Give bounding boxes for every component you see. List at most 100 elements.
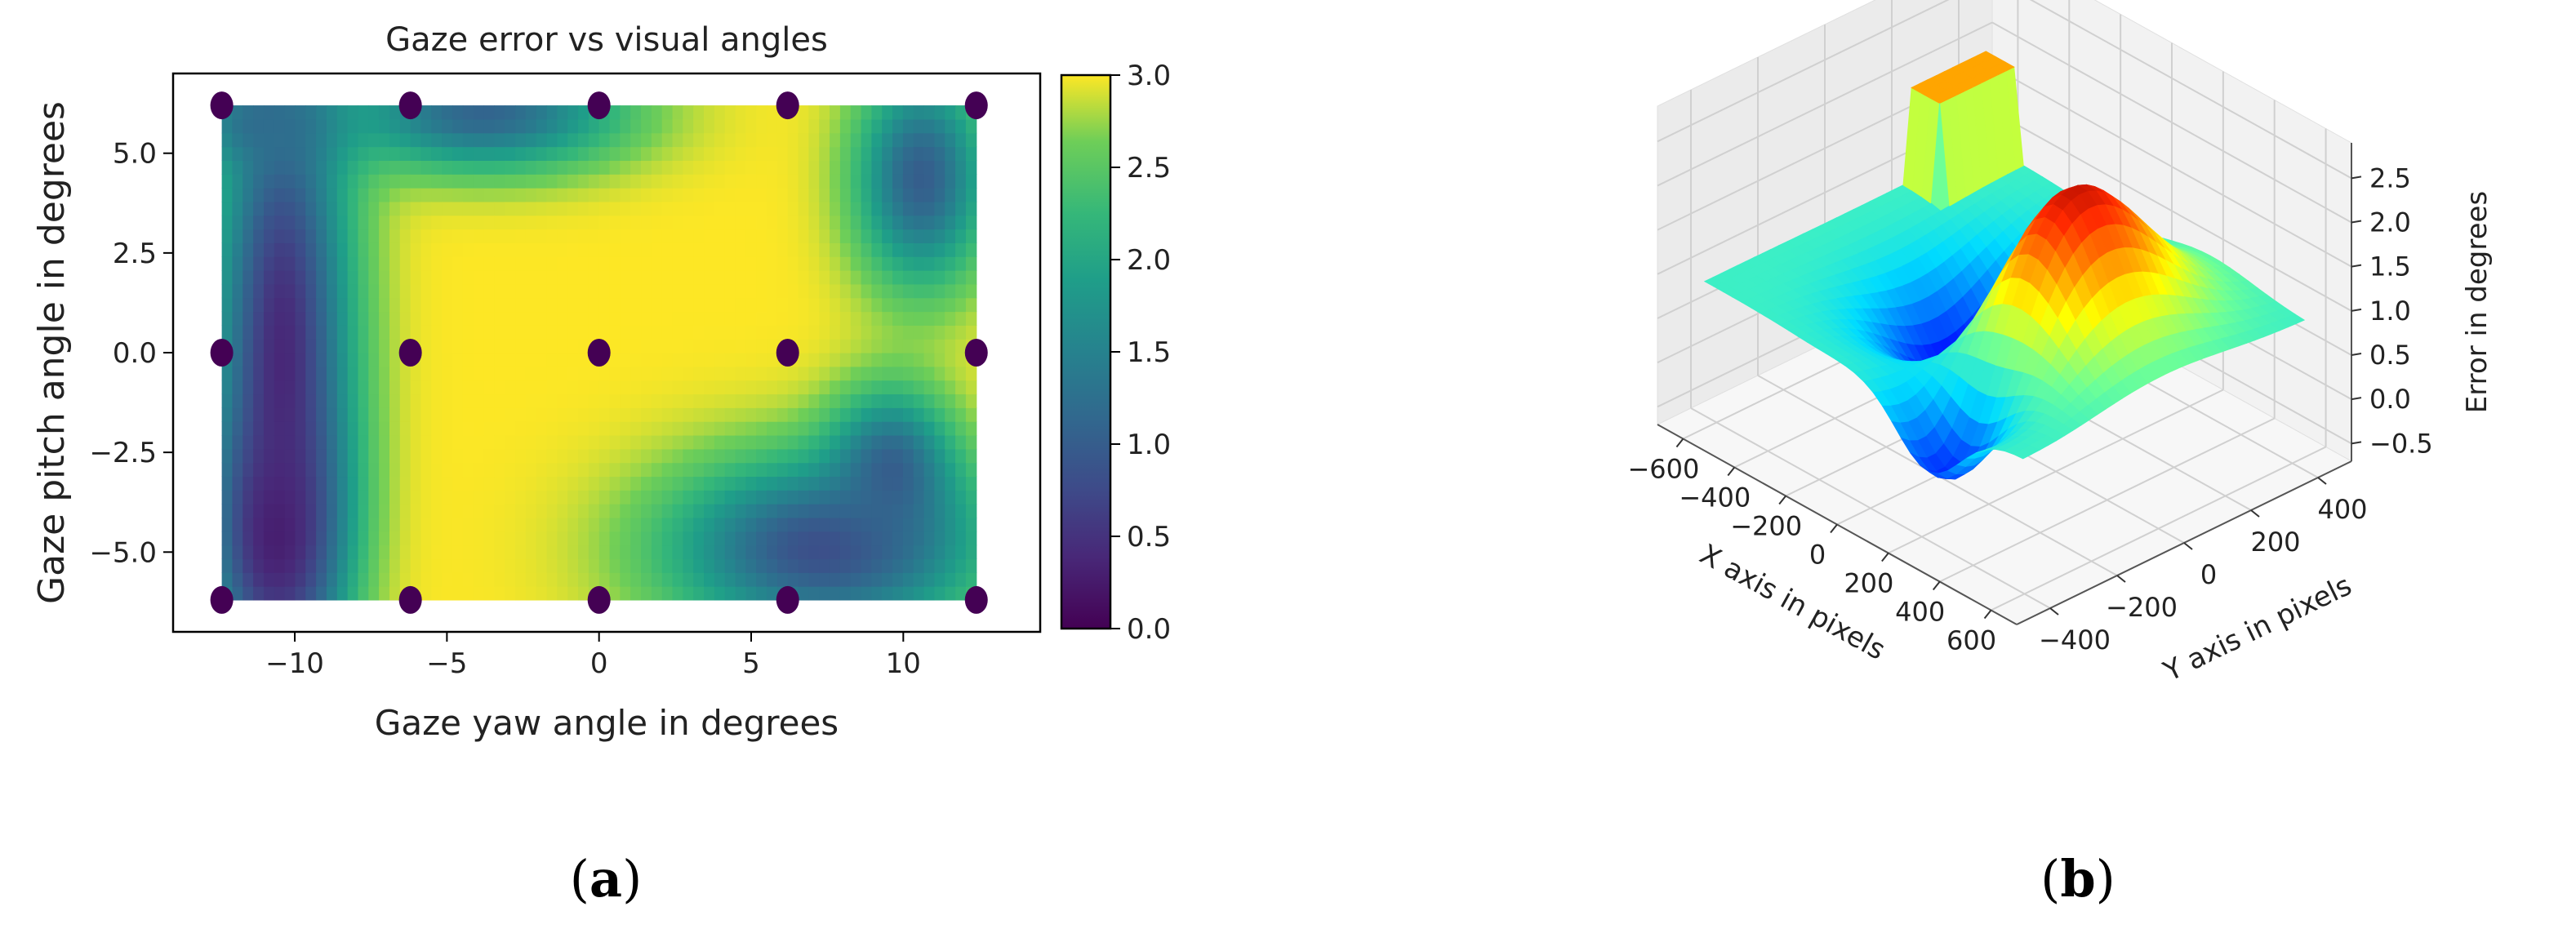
heatmap-cell [882, 462, 893, 478]
heatmap-cell [641, 517, 652, 532]
heatmap-cell [641, 448, 652, 464]
heatmap-cell [379, 558, 390, 573]
heatmap-cell [630, 229, 642, 243]
heatmap-cell [923, 586, 936, 601]
heatmap-cell [892, 174, 904, 189]
heatmap-cell [830, 174, 841, 189]
heatmap-cell [567, 476, 579, 491]
heatmap-cell [462, 421, 474, 436]
heatmap-cell [683, 283, 694, 299]
heatmap-cell [735, 105, 746, 120]
heatmap-cell [253, 531, 265, 546]
heatmap-cell [871, 215, 883, 230]
data-point [398, 585, 422, 614]
heatmap-cell [399, 174, 412, 189]
heatmap-cell [724, 132, 736, 148]
heatmap-cell [819, 118, 830, 134]
heatmap-cell [683, 545, 694, 560]
heatmap-cell [473, 311, 485, 326]
heatmap-cell [420, 215, 432, 230]
heatmap-cell [452, 448, 464, 464]
heatmap-cell [557, 353, 568, 367]
heatmap-cell [389, 256, 401, 271]
heatmap-cell [410, 283, 422, 299]
heatmap-cell [808, 366, 820, 381]
heatmap-cell [913, 311, 925, 326]
grid-line [2029, 0, 2352, 180]
heatmap-cell [850, 434, 862, 450]
heatmap-cell [578, 146, 589, 161]
heatmap-cell [305, 311, 317, 326]
heatmap-cell [714, 572, 726, 587]
heatmap-cell [305, 476, 317, 491]
heatmap-cell [295, 407, 306, 422]
heatmap-cell [714, 517, 726, 532]
heatmap-cell [693, 188, 705, 202]
heatmap-cell [672, 490, 683, 505]
heatmap-cell [620, 448, 631, 464]
heatmap-cell [420, 531, 432, 546]
heatmap-cell [546, 517, 558, 532]
heatmap-cell [431, 476, 443, 491]
heatmap-cell [609, 448, 621, 464]
heatmap-cell [263, 201, 275, 216]
heatmap-cell [442, 325, 453, 340]
heatmap-cell [505, 132, 516, 148]
heatmap-cell [253, 132, 265, 148]
heatmap-cell [714, 558, 726, 573]
heatmap-cell [305, 297, 317, 313]
heatmap-cell [598, 270, 611, 285]
heatmap-cell [462, 242, 474, 257]
data-point [210, 339, 234, 367]
heatmap-cell [767, 434, 778, 450]
heatmap-cell [546, 311, 558, 326]
heatmap-cell [661, 586, 674, 601]
heatmap-cell [578, 297, 589, 313]
heatmap-cell [358, 490, 369, 505]
heatmap-cell [588, 434, 600, 450]
heatmap-cell [336, 434, 349, 450]
heatmap-cell [567, 504, 579, 518]
heatmap-cell [798, 188, 809, 202]
heatmap-cell [379, 380, 390, 395]
heatmap-cell [819, 132, 830, 148]
heatmap-cell [232, 380, 243, 395]
heatmap-cell [620, 339, 631, 353]
heatmap-cell [776, 407, 789, 422]
heatmap-cell [798, 146, 809, 161]
heatmap-cell [483, 229, 495, 243]
heatmap-cell [882, 572, 893, 587]
heatmap-cell [462, 380, 474, 395]
heatmap-cell [515, 339, 527, 353]
heatmap-cell [693, 393, 705, 408]
heatmap-cell [253, 545, 265, 560]
heatmap-cell [683, 311, 694, 326]
z-tick-label: 0.5 [2369, 340, 2411, 371]
heatmap-cell [787, 545, 799, 560]
heatmap-cell [892, 434, 904, 450]
heatmap-cell [767, 490, 778, 505]
heatmap-cell [536, 311, 548, 326]
heatmap-cell [410, 572, 422, 587]
heatmap-cell [399, 201, 412, 216]
heatmap-cell [326, 229, 338, 243]
heatmap-cell [462, 297, 474, 313]
heatmap-cell [661, 558, 674, 573]
heatmap-cell [588, 476, 600, 491]
heatmap-cell [767, 339, 778, 353]
heatmap-cell [316, 201, 327, 216]
heatmap-cell [651, 517, 663, 532]
heatmap-cell [473, 229, 485, 243]
heatmap-cell [326, 283, 338, 299]
heatmap-cell [598, 572, 611, 587]
heatmap-cell [871, 297, 883, 313]
heatmap-cell [557, 407, 568, 422]
heatmap-cell [232, 256, 243, 271]
heatmap-cell [609, 297, 621, 313]
heatmap-cell [776, 490, 789, 505]
heatmap-cell [923, 558, 936, 573]
heatmap-cell [714, 118, 726, 134]
heatmap-cell [263, 339, 275, 353]
heatmap-cell [630, 270, 642, 285]
heatmap-cell [494, 311, 505, 326]
